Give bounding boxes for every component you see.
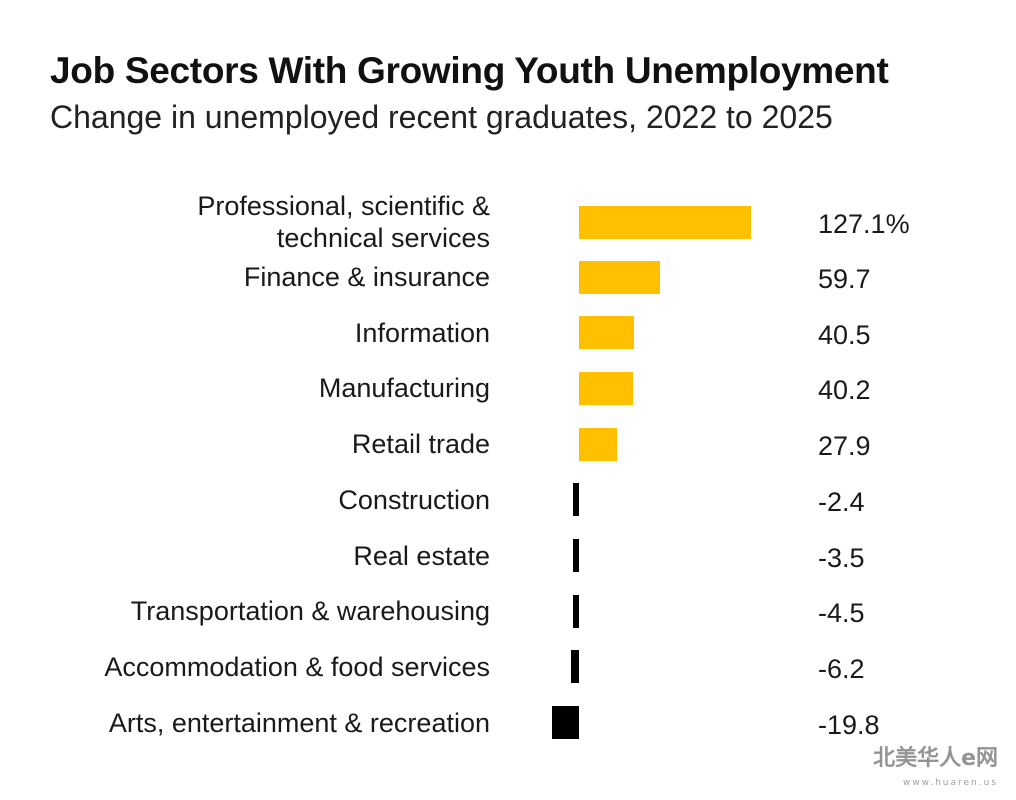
category-label: Real estate	[353, 540, 490, 571]
watermark-url: www.huaren.us	[902, 778, 998, 788]
value-label: -3.5	[818, 542, 865, 573]
bar-3	[579, 371, 634, 405]
category-label: Construction	[338, 484, 490, 515]
bar-6	[573, 539, 579, 572]
category-label: Manufacturing	[318, 373, 490, 404]
value-label: 40.5	[818, 319, 871, 350]
value-label: 127.1%	[818, 209, 910, 239]
category-label: Professional, scientific & technical ser…	[197, 191, 490, 253]
bar-9	[552, 706, 579, 740]
value-label: -2.4	[818, 486, 865, 517]
value-label: 27.9	[818, 431, 871, 462]
category-label: Retail trade	[351, 429, 490, 460]
bar-5	[573, 483, 579, 517]
value-label: -6.2	[818, 653, 865, 684]
bar-1	[579, 260, 660, 294]
chart-subtitle: Change in unemployed recent graduates, 2…	[50, 99, 833, 135]
bar-8	[570, 650, 579, 684]
category-label: Arts, entertainment & recreation	[108, 707, 490, 738]
category-label: Transportation & warehousing	[130, 596, 490, 627]
bar-0	[579, 205, 752, 239]
category-label: Finance & insurance	[243, 262, 490, 292]
value-label: 59.7	[818, 264, 871, 294]
bar-2	[579, 316, 634, 350]
value-label: -19.8	[818, 709, 880, 740]
bar-4	[579, 427, 617, 461]
category-label: Information	[354, 317, 490, 348]
value-label: 40.2	[818, 375, 871, 406]
chart-title: Job Sectors With Growing Youth Unemploym…	[50, 50, 889, 91]
watermark-logo: 北美华人e网	[873, 746, 998, 771]
value-label: -4.5	[818, 598, 865, 629]
bar-7	[572, 594, 579, 628]
category-label: Accommodation & food services	[104, 651, 490, 682]
